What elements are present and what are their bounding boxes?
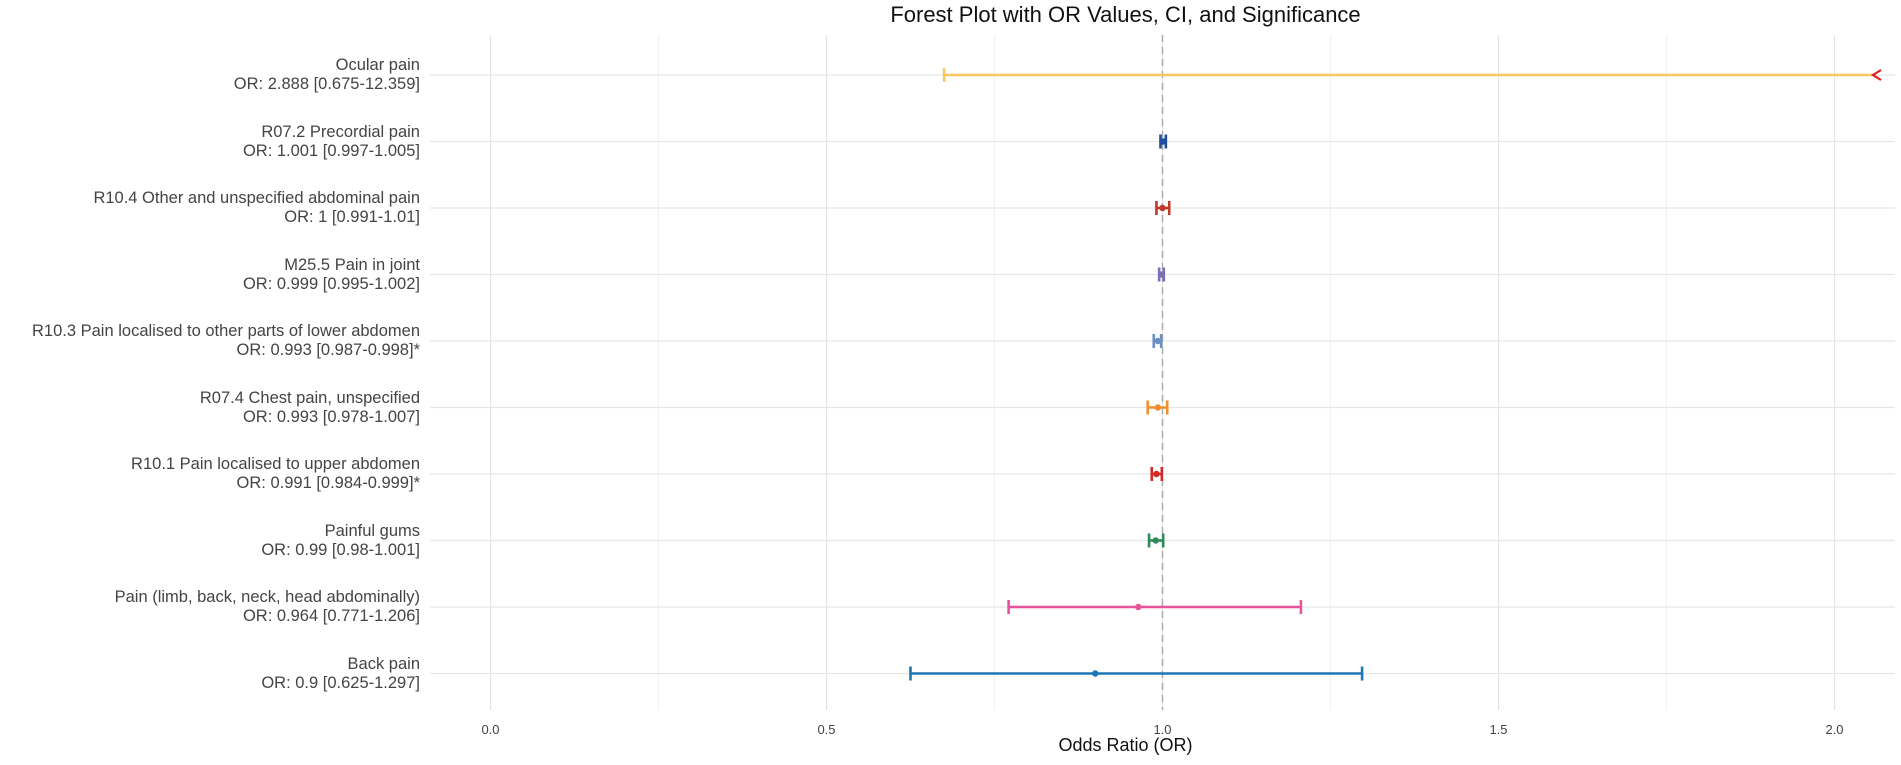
row-label: Back pain OR: 0.9 [0.625-1.297]: [0, 655, 420, 693]
row-name: R07.4 Chest pain, unspecified: [199, 388, 420, 407]
row-name: R10.4 Other and unspecified abdominal pa…: [93, 189, 420, 207]
row-label: R10.1 Pain localised to upper abdomen OR:…: [0, 455, 420, 493]
clip-arrow-marker: [1870, 69, 1882, 81]
x-tick-label: 2.0: [1825, 722, 1843, 737]
row-or-text: OR: 1.001 [0.997-1.005]: [242, 141, 420, 160]
row-name: Pain (limb, back, neck, head abdominally…: [114, 588, 420, 606]
or-point: [1154, 404, 1161, 411]
row-name: R07.2 Precordial pain: [261, 122, 420, 141]
row-label: Pain (limb, back, neck, head abdominally…: [0, 588, 420, 626]
row-label: M25.5 Pain in joint OR: 0.999 [0.995-1.00…: [0, 256, 420, 294]
row-label: R10.4 Other and unspecified abdominal pa…: [0, 189, 420, 227]
or-point: [1154, 337, 1161, 345]
x-tick-label: 0.5: [817, 722, 835, 737]
row-or-text: OR: 2.888 [0.675-12.359]: [233, 75, 420, 93]
or-point: [1152, 537, 1159, 544]
row-or-text: OR: 0.999 [0.995-1.002]: [242, 274, 420, 293]
row-or-text: OR: 0.9 [0.625-1.297]: [261, 673, 420, 692]
row-label: R07.2 Precordial pain OR: 1.001 [0.997-1.…: [0, 123, 420, 161]
or-point: [1092, 670, 1099, 677]
row-name: Ocular pain: [335, 56, 420, 74]
x-tick-label: 1.0: [1153, 722, 1171, 737]
row-label: R07.4 Chest pain, unspecified OR: 0.993 […: [0, 389, 420, 427]
row-or-text: OR: 0.993 [0.987-0.998]*: [236, 341, 420, 359]
row-label: Ocular pain OR: 2.888 [0.675-12.359]: [0, 56, 420, 94]
or-point: [1153, 470, 1160, 478]
or-point: [1158, 271, 1166, 278]
row-name: M25.5 Pain in joint: [284, 255, 420, 274]
row-label: R10.3 Pain localised to other parts of l…: [0, 322, 420, 360]
row-name: R10.3 Pain localised to other parts of l…: [32, 322, 420, 340]
or-point: [1159, 138, 1167, 145]
chart-title: Forest Plot with OR Values, CI, and Sign…: [890, 2, 1361, 27]
x-tick-label: 0.0: [481, 722, 499, 737]
row-or-text: OR: 1 [0.991-1.01]: [284, 208, 420, 226]
row-label: Painful gums OR: 0.99 [0.98-1.001]: [0, 522, 420, 560]
x-tick-label: 1.5: [1489, 722, 1507, 737]
row-name: Painful gums: [324, 521, 420, 540]
or-point: [1159, 204, 1166, 212]
row-name: Back pain: [347, 654, 420, 673]
x-axis-title: Odds Ratio (OR): [1058, 735, 1193, 755]
row-or-text: OR: 0.964 [0.771-1.206]: [242, 607, 420, 625]
row-or-text: OR: 0.99 [0.98-1.001]: [261, 540, 420, 559]
row-name: R10.1 Pain localised to upper abdomen: [131, 455, 420, 473]
row-or-text: OR: 0.993 [0.978-1.007]: [242, 407, 420, 426]
or-point: [1135, 603, 1142, 611]
row-or-text: OR: 0.991 [0.984-0.999]*: [236, 474, 420, 492]
